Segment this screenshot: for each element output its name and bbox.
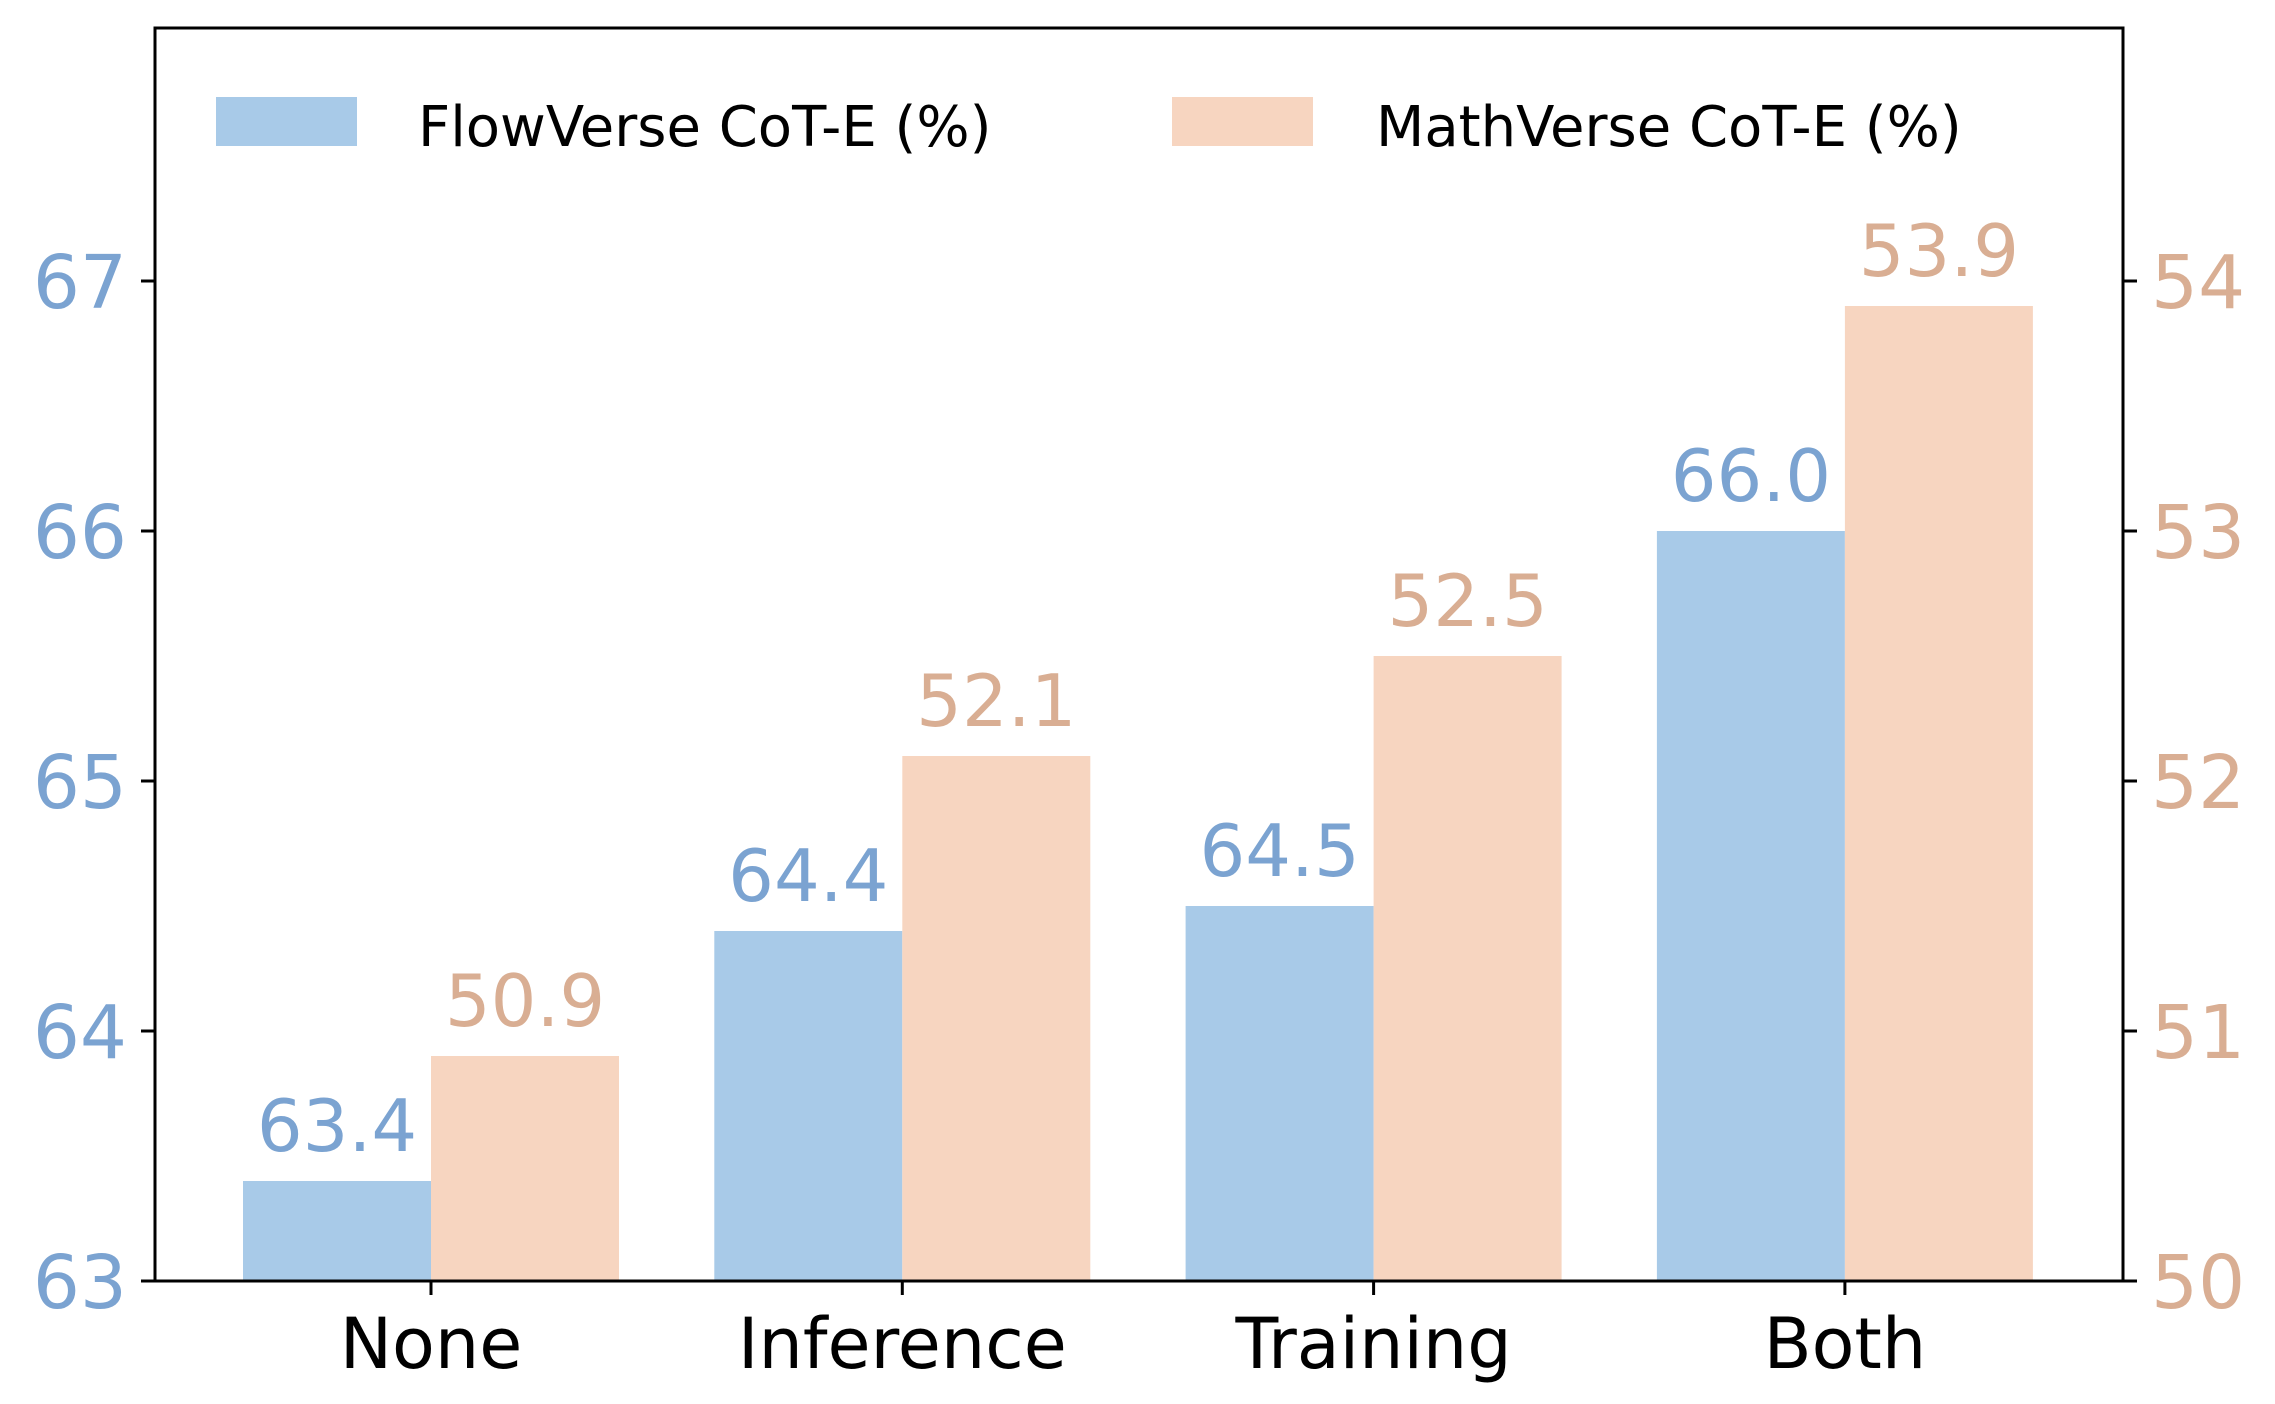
legend: FlowVerse CoT-E (%) MathVerse CoT-E (%) bbox=[216, 95, 1962, 160]
value-label: 52.1 bbox=[916, 659, 1076, 743]
value-label: 52.5 bbox=[1387, 559, 1547, 643]
left-y-tick-label: 67 bbox=[33, 240, 127, 326]
left-y-tick-label: 64 bbox=[33, 990, 127, 1076]
left-y-tick-label: 66 bbox=[33, 490, 127, 576]
bar-mathverse-none bbox=[431, 1056, 619, 1281]
value-label: 50.9 bbox=[445, 959, 605, 1043]
right-y-tick-label: 51 bbox=[2151, 990, 2245, 1076]
bar-flowverse-inference bbox=[714, 931, 903, 1281]
bar-flowverse-both bbox=[1656, 531, 1845, 1281]
left-y-tick-label: 65 bbox=[33, 740, 127, 826]
value-label: 66.0 bbox=[1671, 434, 1831, 518]
value-label: 53.9 bbox=[1859, 209, 2019, 293]
plot-frame bbox=[153, 26, 2125, 1283]
legend-swatch-mathverse bbox=[1172, 97, 1313, 146]
value-label: 64.4 bbox=[728, 834, 888, 918]
right-y-tick-label: 54 bbox=[2151, 240, 2245, 326]
value-label: 64.5 bbox=[1199, 809, 1359, 893]
x-tick-label: Both bbox=[1764, 1303, 1927, 1385]
right-y-axis: 50 51 52 53 54 bbox=[2123, 240, 2245, 1326]
x-tick-label: Inference bbox=[738, 1303, 1067, 1385]
legend-label-flowverse: FlowVerse CoT-E (%) bbox=[418, 95, 991, 160]
value-labels-layer: 63.4 50.9 64.4 52.1 64.5 52.5 66.0 53.9 bbox=[257, 209, 2019, 1168]
legend-label-mathverse: MathVerse CoT-E (%) bbox=[1376, 95, 1962, 160]
bar-flowverse-training bbox=[1185, 906, 1374, 1281]
x-tick-label: None bbox=[340, 1303, 523, 1385]
right-y-tick-label: 53 bbox=[2151, 490, 2245, 576]
right-y-tick-label: 50 bbox=[2151, 1240, 2245, 1326]
value-label: 63.4 bbox=[257, 1084, 417, 1168]
left-y-tick-label: 63 bbox=[33, 1240, 127, 1326]
left-y-axis: 63 64 65 66 67 bbox=[33, 240, 155, 1326]
legend-swatch-flowverse bbox=[216, 97, 357, 146]
bar-mathverse-training bbox=[1373, 656, 1562, 1281]
bar-mathverse-both bbox=[1844, 306, 2033, 1281]
bars-layer bbox=[243, 306, 2033, 1281]
x-tick-label: Training bbox=[1234, 1303, 1511, 1385]
x-axis: None Inference Training Both bbox=[340, 1281, 1927, 1385]
right-y-tick-label: 52 bbox=[2151, 740, 2245, 826]
bar-flowverse-none bbox=[243, 1181, 431, 1281]
bar-mathverse-inference bbox=[902, 756, 1091, 1281]
